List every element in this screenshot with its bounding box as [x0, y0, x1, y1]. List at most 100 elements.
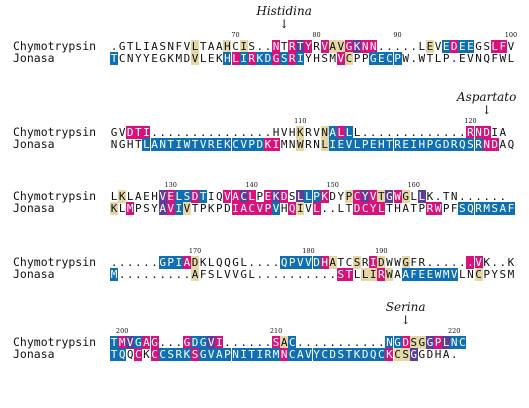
residue: A — [207, 40, 215, 53]
position-tick: 80 — [312, 31, 321, 39]
residue: Y — [143, 52, 150, 65]
residue: E — [166, 190, 175, 203]
residue: A — [328, 40, 337, 53]
residue: R — [425, 202, 434, 215]
residue: H — [151, 190, 158, 203]
residue: V — [191, 52, 200, 65]
residue: T — [410, 202, 418, 215]
residue: . — [491, 256, 499, 269]
residue: H — [272, 126, 280, 139]
residue: L — [110, 190, 118, 203]
residue: M — [175, 52, 183, 65]
residue: . — [450, 256, 458, 269]
residue: . — [167, 336, 175, 349]
residue: Y — [135, 52, 142, 65]
residue: R — [474, 138, 483, 151]
residue: L — [377, 202, 386, 215]
residue: . — [459, 126, 466, 139]
sequence-name-chymotrypsin: Chymotrypsin — [13, 255, 97, 269]
residue: I — [255, 348, 264, 361]
residue: . — [264, 336, 272, 349]
residue: N — [475, 52, 482, 65]
down-arrow-icon: ↓ — [400, 313, 411, 327]
residue: S — [321, 52, 328, 65]
residue: E — [458, 40, 467, 53]
residue: Q — [466, 202, 475, 215]
residue: H — [377, 138, 386, 151]
residue: V — [232, 268, 239, 281]
residue: M — [507, 268, 515, 281]
residue: G — [401, 190, 410, 203]
residue: C — [134, 348, 143, 361]
residue: V — [280, 126, 288, 139]
residue: V — [207, 336, 216, 349]
residue: M — [272, 348, 281, 361]
residue: . — [199, 126, 207, 139]
residue: V — [183, 40, 191, 53]
residue: V — [272, 202, 281, 215]
residue: I — [142, 126, 151, 139]
residue: R — [361, 256, 369, 269]
residue: R — [393, 138, 402, 151]
residue: T — [191, 138, 200, 151]
residue: . — [459, 256, 466, 269]
residue: . — [151, 126, 158, 139]
residue: T — [345, 202, 353, 215]
residue: D — [401, 336, 410, 349]
residue: D — [255, 138, 264, 151]
residue: . — [191, 126, 199, 139]
residue: L — [240, 256, 247, 269]
residue: . — [264, 40, 272, 53]
residue: T — [199, 40, 207, 53]
residue: N — [231, 348, 240, 361]
residue: I — [491, 126, 499, 139]
residue: S — [401, 348, 410, 361]
residue: D — [183, 52, 191, 65]
residue: Y — [305, 52, 312, 65]
residue: N — [474, 126, 483, 139]
residue: K — [272, 190, 281, 203]
residue: D — [191, 336, 200, 349]
residue: . — [329, 202, 337, 215]
residue: . — [256, 256, 264, 269]
residue: G — [158, 256, 167, 269]
position-tick: 200 — [115, 327, 129, 335]
residue: V — [239, 138, 248, 151]
residue: . — [434, 126, 442, 139]
position-tick: 110 — [294, 117, 307, 125]
residue: V — [126, 336, 135, 349]
position-tick: 210 — [269, 327, 283, 335]
residue: . — [183, 268, 191, 281]
residue: G — [272, 52, 281, 65]
residue: L — [191, 40, 200, 53]
residue: P — [288, 256, 297, 269]
residue: R — [450, 138, 459, 151]
position-tick: 140 — [245, 181, 258, 189]
residue: M — [126, 202, 135, 215]
residue: A — [402, 202, 409, 215]
residue: . — [369, 126, 377, 139]
residue: T — [386, 202, 393, 215]
residue: V — [369, 190, 378, 203]
residue: K — [320, 190, 329, 203]
residue: V — [207, 348, 216, 361]
residue: . — [297, 336, 304, 349]
residue: P — [223, 348, 232, 361]
residue: G — [134, 336, 143, 349]
residue: E — [417, 268, 426, 281]
residue: S — [336, 268, 345, 281]
residue: K — [296, 126, 305, 139]
residue: L — [442, 336, 451, 349]
residue: . — [378, 336, 385, 349]
residue: . — [280, 268, 288, 281]
residue: . — [135, 268, 142, 281]
residue: S — [490, 202, 499, 215]
residue: V — [224, 268, 231, 281]
residue: . — [126, 268, 134, 281]
residue: L — [312, 202, 321, 215]
residue: H — [313, 52, 320, 65]
position-tick: 220 — [448, 327, 461, 335]
residue: . — [483, 190, 490, 203]
residue: L — [296, 190, 305, 203]
residue: . — [450, 348, 458, 361]
